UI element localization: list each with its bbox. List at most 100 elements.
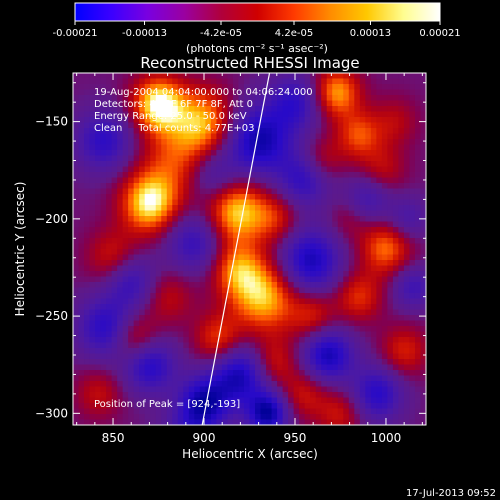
heatmap-cell: [161, 144, 168, 151]
heatmap-cell: [392, 304, 400, 311]
x-tick-label: 900: [193, 431, 216, 445]
heatmap-cell: [414, 265, 422, 272]
heatmap-cell: [238, 287, 245, 294]
heatmap-cell: [343, 282, 350, 289]
heatmap-cell: [155, 381, 162, 388]
heatmap-cell: [370, 392, 377, 399]
heatmap-cell: [260, 216, 267, 223]
colorbar-ticks: -0.00021 -0.00013 -4.2e-05 4.2e-05 0.00013 0.…: [53, 21, 461, 39]
heatmap-cell: [359, 150, 366, 157]
heatmap-cell: [172, 161, 179, 168]
heatmap-cell: [365, 172, 372, 179]
heatmap-cell: [409, 73, 416, 80]
heatmap-cell: [332, 95, 339, 102]
heatmap-cell: [387, 144, 394, 151]
heatmap-cell: [216, 78, 223, 85]
heatmap-cell: [376, 331, 383, 338]
heatmap-cell: [166, 227, 173, 234]
heatmap-cell: [78, 331, 85, 338]
heatmap-cell: [299, 392, 306, 399]
heatmap-cell: [277, 359, 284, 366]
heatmap-cell: [122, 282, 129, 289]
heatmap-cell: [288, 370, 295, 377]
heatmap-cell: [78, 408, 85, 415]
heatmap-cell: [111, 293, 118, 300]
heatmap-cell: [227, 381, 234, 388]
heatmap-cell: [150, 111, 157, 118]
heatmap-cell: [370, 403, 377, 410]
heatmap-cell: [387, 348, 394, 355]
heatmap-cell: [381, 243, 388, 250]
heatmap-cell: [337, 397, 344, 404]
heatmap-cell: [348, 106, 355, 113]
heatmap-cell: [150, 364, 157, 371]
heatmap-cell: [194, 73, 201, 80]
heatmap-cell: [387, 155, 394, 162]
heatmap-cell: [376, 150, 383, 157]
heatmap-cell: [310, 122, 317, 129]
heatmap-cell: [381, 78, 388, 85]
heatmap-cell: [144, 397, 151, 404]
heatmap-cell: [337, 177, 344, 184]
heatmap-cell: [370, 78, 377, 85]
heatmap-cell: [199, 139, 206, 146]
heatmap-cell: [370, 111, 377, 118]
heatmap-cell: [381, 216, 388, 223]
heatmap-cell: [232, 370, 240, 377]
heatmap-cell: [95, 276, 102, 283]
heatmap-cell: [403, 397, 411, 404]
heatmap-cell: [310, 232, 317, 239]
heatmap-cell: [370, 210, 377, 217]
heatmap-cell: [139, 348, 146, 355]
heatmap-cell: [271, 183, 278, 190]
heatmap-cell: [304, 348, 311, 355]
heatmap-cell: [221, 117, 229, 124]
heatmap-cell: [398, 370, 405, 377]
heatmap-cell: [106, 155, 113, 162]
heatmap-cell: [100, 150, 107, 157]
heatmap-cell: [243, 122, 251, 129]
heatmap-cell: [177, 205, 184, 212]
heatmap-cell: [144, 282, 151, 289]
heatmap-cell: [78, 414, 85, 421]
heatmap-cell: [221, 353, 229, 360]
heatmap-cell: [205, 227, 212, 234]
heatmap-cell: [381, 194, 388, 201]
heatmap-cell: [128, 216, 135, 223]
heatmap-cell: [332, 304, 339, 311]
heatmap-cell: [210, 392, 218, 399]
heatmap-cell: [227, 386, 234, 393]
heatmap-cell: [238, 73, 245, 80]
heatmap-cell: [106, 293, 113, 300]
heatmap-cell: [392, 375, 400, 382]
heatmap-cell: [73, 205, 80, 212]
heatmap-cell: [282, 188, 289, 195]
heatmap-cell: [343, 139, 350, 146]
heatmap-cell: [277, 282, 284, 289]
heatmap-cell: [354, 397, 361, 404]
heatmap-cell: [299, 122, 306, 129]
heatmap-cell: [89, 386, 96, 393]
heatmap-cell: [216, 260, 223, 267]
heatmap-cell: [304, 392, 311, 399]
heatmap-cell: [210, 188, 218, 195]
heatmap-cell: [243, 183, 251, 190]
heatmap-cell: [321, 419, 328, 425]
heatmap-cell: [111, 177, 118, 184]
heatmap-cell: [310, 210, 317, 217]
heatmap-cell: [155, 111, 162, 118]
heatmap-cell: [255, 243, 262, 250]
heatmap-cell: [150, 183, 157, 190]
heatmap-cell: [232, 381, 240, 388]
heatmap-cell: [139, 100, 146, 107]
heatmap-cell: [315, 298, 322, 305]
heatmap-cell: [194, 375, 201, 382]
heatmap-cell: [122, 161, 129, 168]
heatmap-cell: [403, 139, 411, 146]
heatmap-cell: [420, 155, 426, 162]
heatmap-cell: [100, 392, 107, 399]
heatmap-cell: [288, 403, 295, 410]
heatmap-cell: [89, 84, 96, 91]
heatmap-cell: [403, 188, 411, 195]
heatmap-cell: [78, 144, 85, 151]
